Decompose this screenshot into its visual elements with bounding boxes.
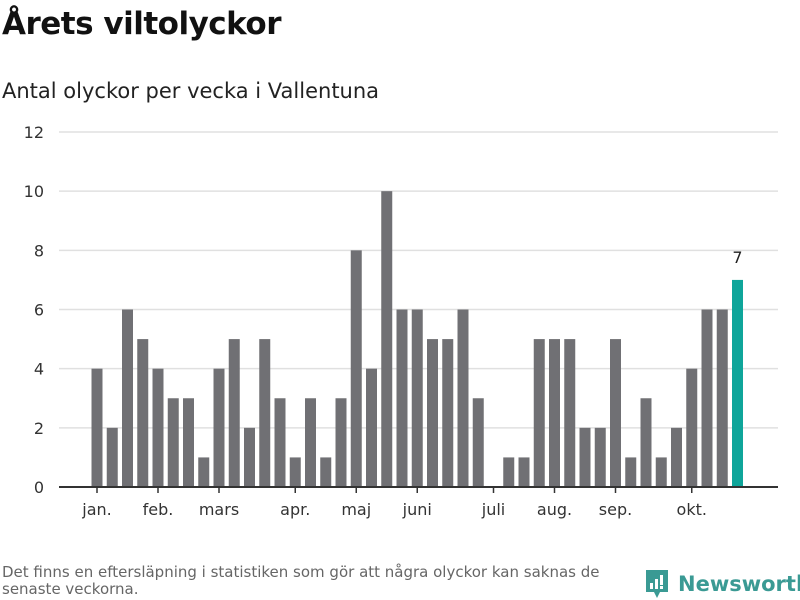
- bar: [289, 457, 301, 487]
- data-label: 7: [732, 248, 742, 267]
- bar: [411, 309, 423, 487]
- bar: [91, 368, 103, 487]
- x-tick-label: feb.: [143, 500, 174, 519]
- bar: [198, 457, 210, 487]
- bar: [701, 309, 713, 487]
- x-tick-label: maj: [341, 500, 371, 519]
- bar: [640, 398, 652, 487]
- y-tick-label: 6: [34, 301, 44, 320]
- bar: [213, 368, 225, 487]
- bar: [732, 279, 743, 487]
- x-tick-label: apr.: [280, 500, 310, 519]
- bar: [594, 427, 606, 487]
- bar: [244, 427, 255, 487]
- y-tick-label: 8: [34, 241, 44, 260]
- bar: [655, 457, 667, 487]
- bar: [366, 368, 377, 487]
- bar: [686, 368, 698, 487]
- chart-subtitle: Antal olyckor per vecka i Vallentuna: [2, 79, 380, 103]
- bar: [503, 457, 515, 487]
- x-tick-label: sep.: [599, 500, 632, 519]
- x-tick-label: juni: [402, 500, 432, 519]
- bar: [320, 457, 332, 487]
- bar: [167, 398, 179, 487]
- bar: [716, 309, 728, 487]
- x-tick-label: jan.: [81, 500, 111, 519]
- bar: [427, 339, 438, 487]
- x-tick-label: aug.: [537, 500, 572, 519]
- y-tick-label: 0: [34, 478, 44, 497]
- bar-chart: 0 2 4 6 8 10 12 jan. feb. mars apr. maj juni juli aug.…: [24, 123, 778, 519]
- y-tick-label: 2: [34, 419, 44, 438]
- y-tick-label: 4: [34, 360, 44, 379]
- bar: [396, 309, 408, 487]
- bar: [259, 339, 271, 487]
- bar: [472, 398, 484, 487]
- bar: [457, 309, 469, 487]
- bar: [122, 309, 133, 487]
- chart-title: Årets viltolyckor: [2, 6, 282, 42]
- x-tick-label: mars: [199, 500, 239, 519]
- bar: [564, 339, 576, 487]
- bar: [305, 398, 316, 487]
- bar: [518, 457, 530, 487]
- bar: [152, 368, 164, 487]
- bar: [335, 398, 347, 487]
- x-tick-label: juli: [481, 500, 505, 519]
- bar: [442, 339, 454, 487]
- x-tick-label: okt.: [677, 500, 707, 519]
- footnote: Det finns en eftersläpning i statistiken…: [2, 563, 600, 598]
- bar: [106, 427, 118, 487]
- bar: [549, 339, 560, 487]
- y-tick-label: 10: [24, 182, 44, 201]
- bar: [671, 427, 682, 487]
- bar: [183, 398, 194, 487]
- newsworthy-logo-icon: [646, 570, 668, 598]
- y-tick-label: 12: [24, 123, 44, 142]
- bar: [274, 398, 286, 487]
- bar: [381, 191, 393, 487]
- bar: [137, 339, 149, 487]
- bar: [610, 339, 621, 487]
- bar: [625, 457, 637, 487]
- bar: [350, 250, 362, 487]
- bar: [579, 427, 591, 487]
- bar: [533, 339, 545, 487]
- logo-text: Newsworthy: [678, 572, 800, 596]
- newsworthy-logo: Newsworthy: [644, 569, 800, 599]
- bar: [228, 339, 240, 487]
